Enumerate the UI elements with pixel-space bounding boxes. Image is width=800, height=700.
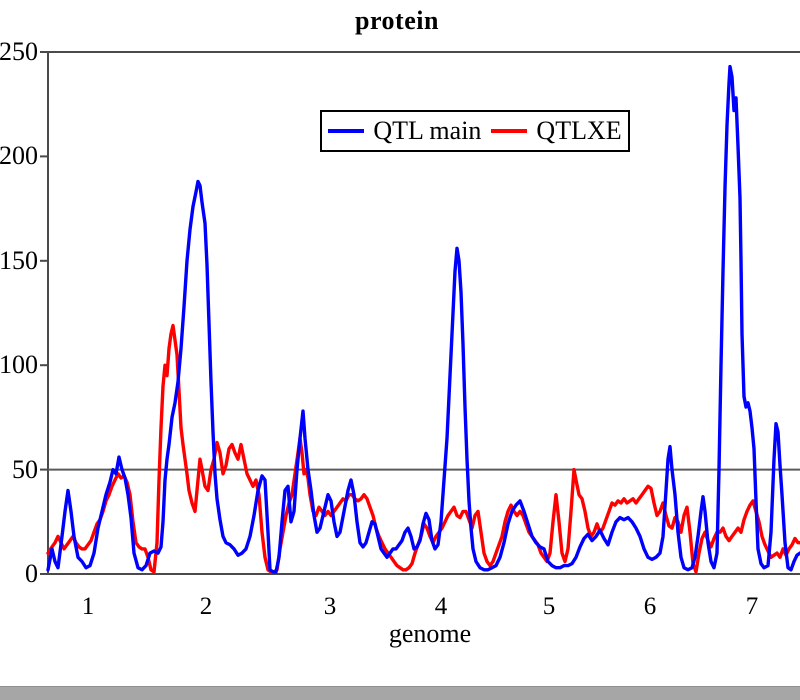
window-bottom-edge	[0, 686, 800, 700]
legend-line-sample-qtl-main	[328, 129, 365, 133]
y-tick-label: 50	[12, 454, 38, 484]
x-tick-label: 6	[643, 593, 657, 620]
x-tick-label: 2	[199, 593, 213, 620]
legend-item-qtlxe: QTLXE	[491, 116, 622, 145]
chart-title: protein	[355, 6, 439, 35]
y-tick-label: 150	[0, 245, 38, 275]
x-tick-label: 7	[745, 593, 759, 620]
x-axis-title: genome	[388, 619, 472, 648]
legend-item-qtl-main: QTL main	[328, 118, 481, 144]
y-tick-label: 250	[0, 37, 38, 66]
legend-label-qtlxe: QTLXE	[536, 116, 622, 145]
y-tick-label: 0	[25, 559, 38, 588]
x-tick-label: 4	[434, 593, 448, 620]
legend-box: QTL main QTLXE	[320, 110, 630, 152]
legend-line-sample-qtlxe	[491, 129, 528, 133]
series-line-qtlxe	[46, 323, 800, 574]
y-tick-label: 100	[0, 350, 38, 380]
x-tick-label: 5	[542, 593, 556, 620]
series-line-qtl-main	[46, 64, 800, 574]
x-tick-label: 1	[81, 593, 95, 620]
x-tick-label: 3	[323, 593, 337, 620]
y-tick-label: 200	[0, 141, 38, 171]
legend-label-qtl-main: QTL main	[373, 116, 482, 145]
